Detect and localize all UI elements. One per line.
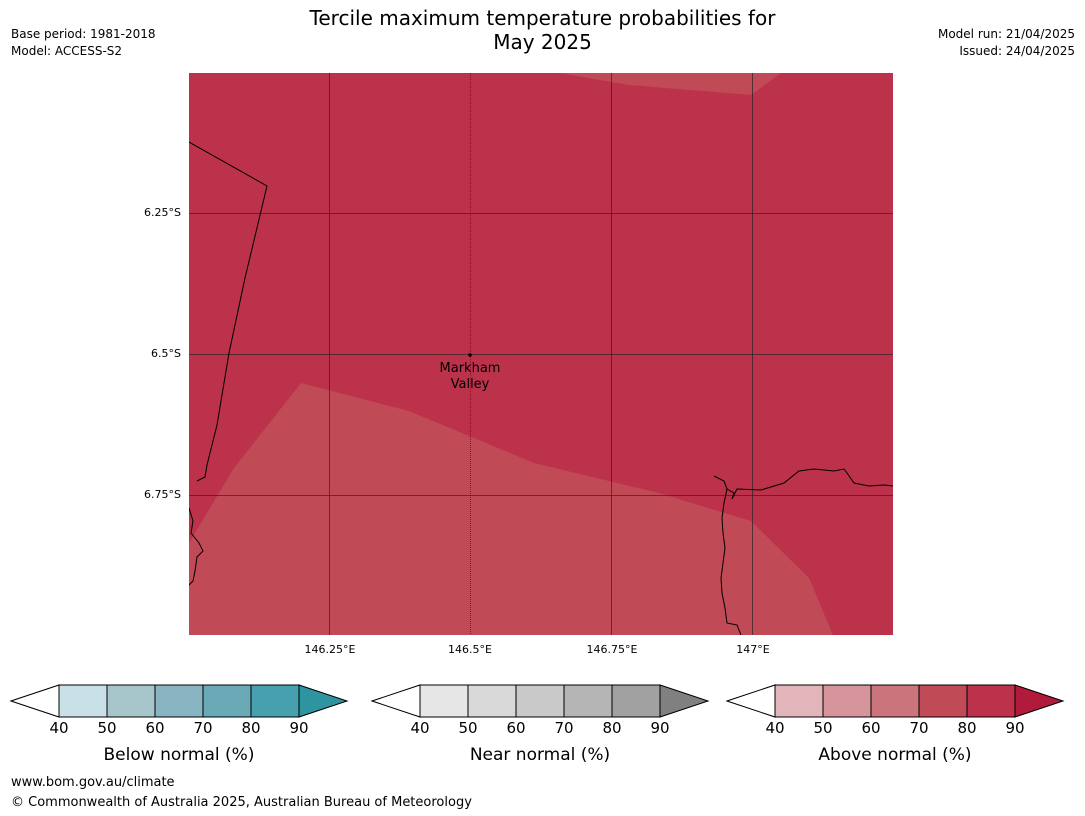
colorbar-above-80-90 [966,684,1016,718]
lat-label-6-75: 6.75°S [144,488,181,501]
colorbar-near-tick-70: 70 [554,719,574,737]
coastlines [189,141,893,635]
colorbar-near-caption: Near normal (%) [469,745,611,765]
colorbar-below-normal [10,684,349,718]
colorbar-above-40-50 [774,684,824,718]
colorbar-near-tick-80: 80 [602,719,622,737]
place-marker [468,353,472,357]
colorbar-near-tick-50: 50 [458,719,478,737]
place-name-line-1: Markham [440,361,501,376]
colorbar-above-tick-80: 80 [957,719,977,737]
colorbar-above-tick-90: 90 [1005,719,1025,737]
colorbar-near-high-extend [659,684,710,718]
probability-band-70-80-north [559,73,781,95]
lon-label-146-5: 146.5°E [448,643,492,656]
colorbar-below-tick-70: 70 [193,719,213,737]
colorbar-near-tick-90: 90 [650,719,670,737]
colorbar-below-caption: Below normal (%) [103,745,255,765]
colorbar-below-60-70 [154,684,204,718]
footer-copyright: © Commonwealth of Australia 2025, Austra… [11,795,472,810]
colorbar-below-70-80 [202,684,252,718]
colorbar-below-tick-90: 90 [289,719,309,737]
colorbar-near-50-60 [467,684,517,718]
lon-label-146-75: 146.75°E [586,643,638,656]
colorbar-above-low-extend [726,684,776,718]
colorbar-below-tick-60: 60 [145,719,165,737]
colorbar-near-60-70 [515,684,565,718]
colorbar-below-high-extend [298,684,349,718]
colorbar-below-40-50 [58,684,108,718]
colorbar-above-70-80 [918,684,968,718]
colorbar-near-40-50 [419,684,469,718]
provincial-border [189,141,268,482]
footer-url: www.bom.gov.au/climate [11,775,175,790]
coastline-huon-gulf [713,468,893,500]
place-name-line-2: Valley [451,377,490,392]
colorbar-near-80-90 [611,684,661,718]
colorbar-above-high-extend [1014,684,1065,718]
colorbar-below-50-60 [106,684,156,718]
colorbar-above-tick-40: 40 [765,719,785,737]
colorbar-below-tick-80: 80 [241,719,261,737]
colorbar-above-50-60 [822,684,872,718]
colorbar-below-80-90 [250,684,300,718]
colorbar-above-tick-60: 60 [861,719,881,737]
forecast-map: Markham Valley [189,73,893,635]
model-run-label: Model run: 21/04/2025 [937,27,1075,41]
colorbar-near-70-80 [563,684,613,718]
colorbar-above-normal [726,684,1065,718]
lat-label-6-25: 6.25°S [144,206,181,219]
model-label: Model: ACCESS-S2 [11,44,123,58]
lat-label-6-5: 6.5°S [151,347,181,360]
colorbar-near-low-extend [371,684,421,718]
lon-label-146-25: 146.25°E [304,643,356,656]
colorbar-above-60-70 [870,684,920,718]
colorbar-above-caption: Above normal (%) [818,745,972,765]
page-title: Tercile maximum temperature probabilitie… [0,6,1085,54]
colorbar-near-normal [371,684,710,718]
colorbar-below-low-extend [10,684,60,718]
lon-label-147: 147°E [736,643,770,656]
title-line-2: May 2025 [493,30,592,54]
colorbar-below-tick-50: 50 [97,719,117,737]
colorbar-above-tick-70: 70 [909,719,929,737]
colorbar-below-tick-40: 40 [49,719,69,737]
coastline-east [720,488,742,635]
base-period-label: Base period: 1981-2018 [11,27,156,41]
issued-label: Issued: 24/04/2025 [959,44,1075,58]
colorbar-near-tick-60: 60 [506,719,526,737]
coastline-west [189,507,204,586]
colorbar-near-tick-40: 40 [410,719,430,737]
colorbar-above-tick-50: 50 [813,719,833,737]
title-line-1: Tercile maximum temperature probabilitie… [309,6,776,30]
probability-band-70-80-southwest [189,383,833,635]
